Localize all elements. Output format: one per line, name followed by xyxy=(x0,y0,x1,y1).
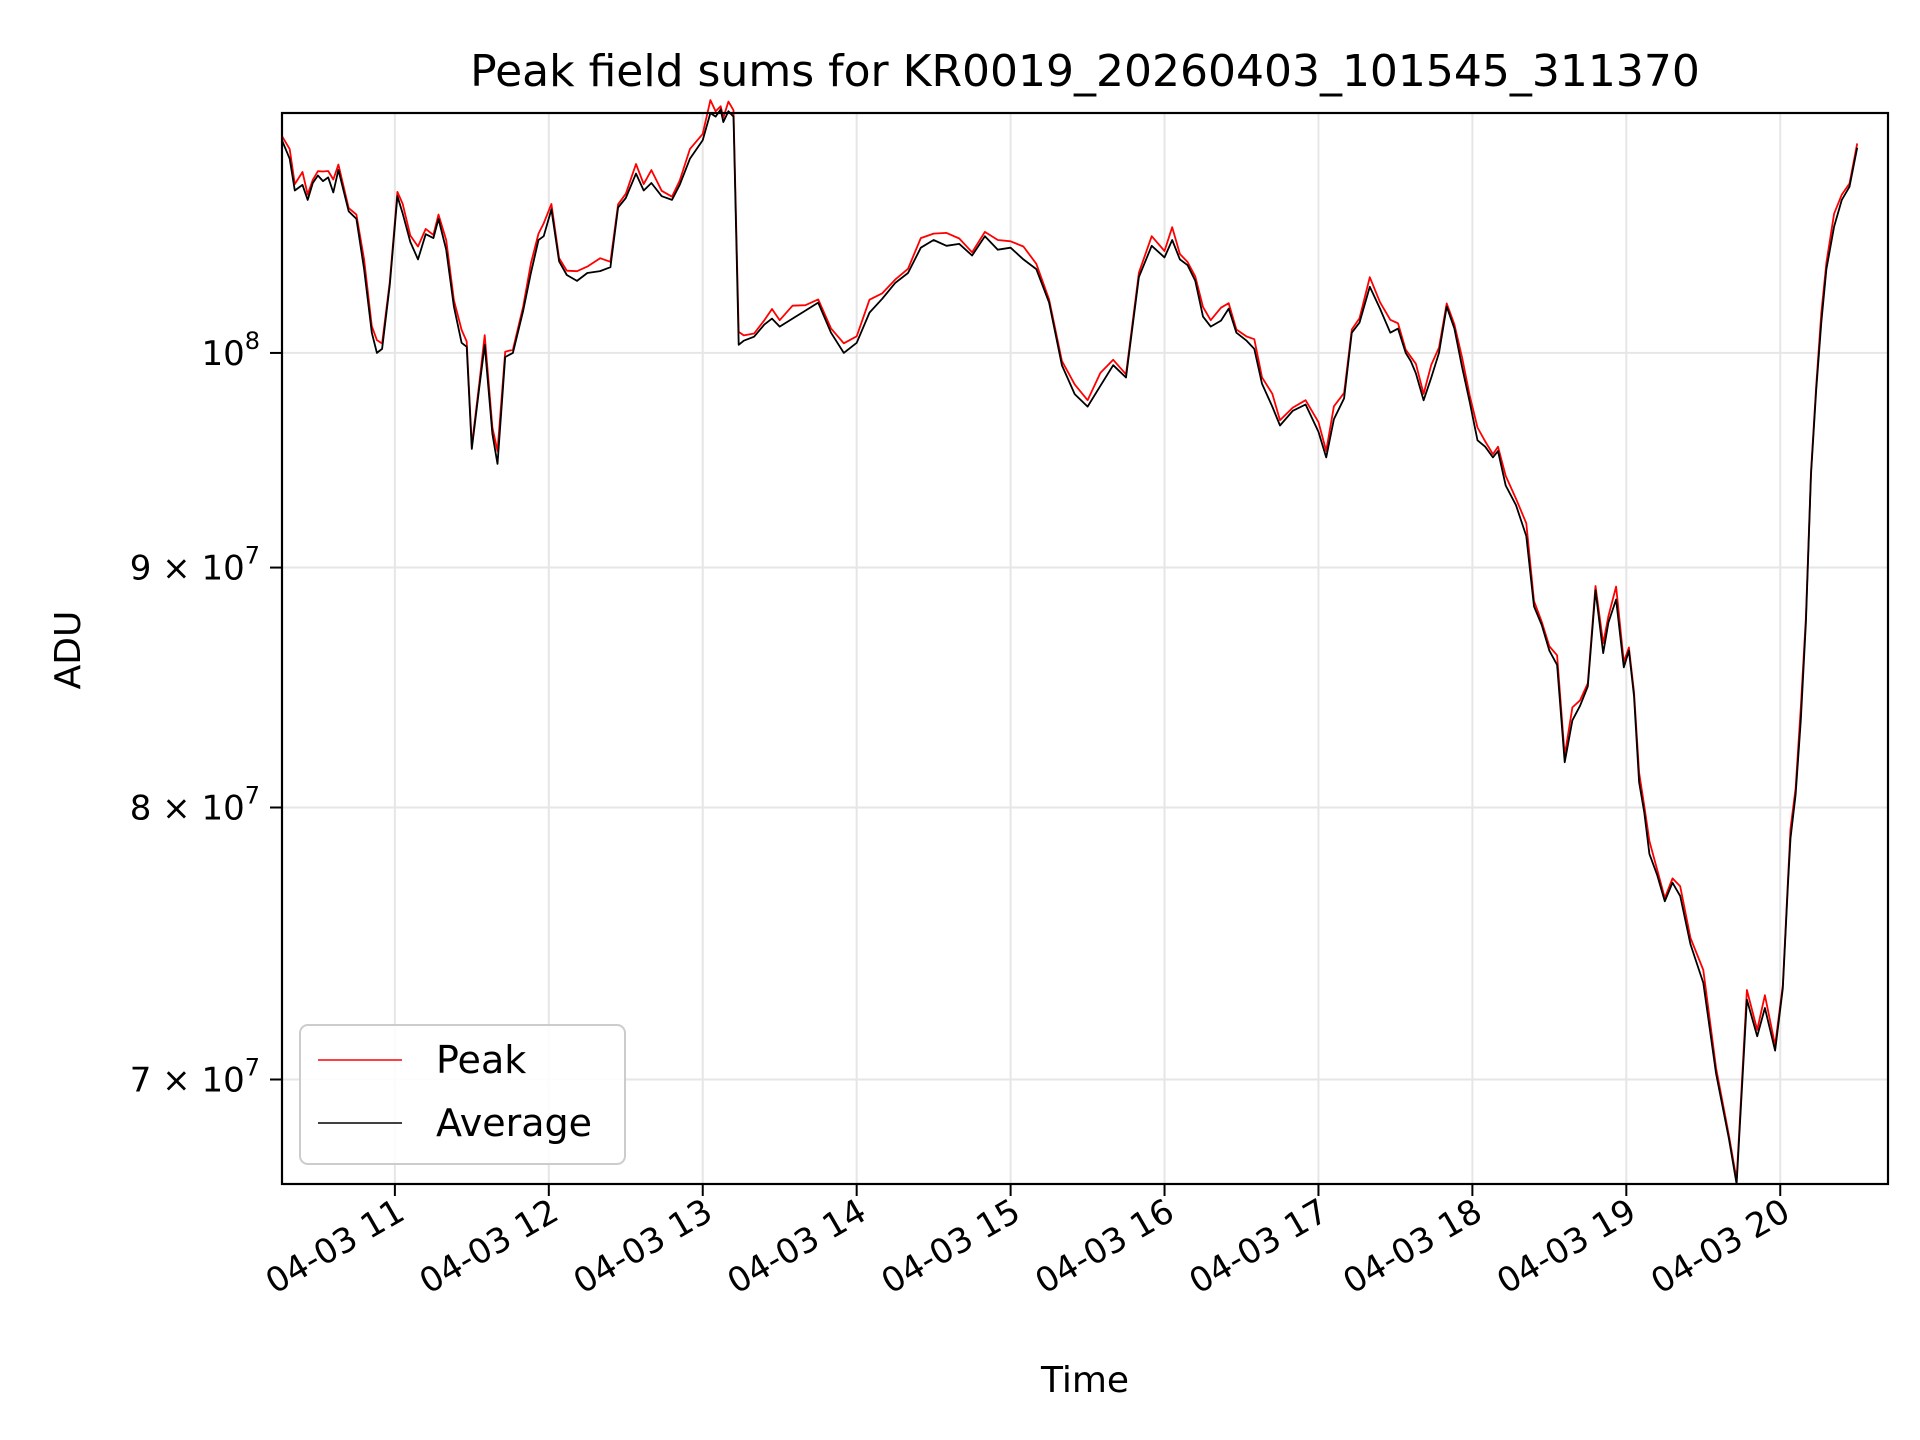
chart-title: Peak field sums for KR0019_20260403_1015… xyxy=(470,46,1700,97)
y-axis-label: ADU xyxy=(48,611,89,690)
legend: Peak Average xyxy=(299,1024,626,1165)
series-layer xyxy=(281,99,1859,1185)
x-axis-label: Time xyxy=(1040,1360,1129,1401)
y-tick-label: 8 × 107 xyxy=(130,781,260,828)
plot-frame xyxy=(280,111,1890,1186)
series-average-line xyxy=(281,108,1859,1185)
y-tick-label: 9 × 107 xyxy=(130,542,260,589)
y-tick-label: 7 × 107 xyxy=(130,1054,260,1101)
legend-average-label: Average xyxy=(436,1101,592,1145)
legend-peak-label: Peak xyxy=(436,1038,526,1082)
series-peak-line xyxy=(281,99,1859,1181)
